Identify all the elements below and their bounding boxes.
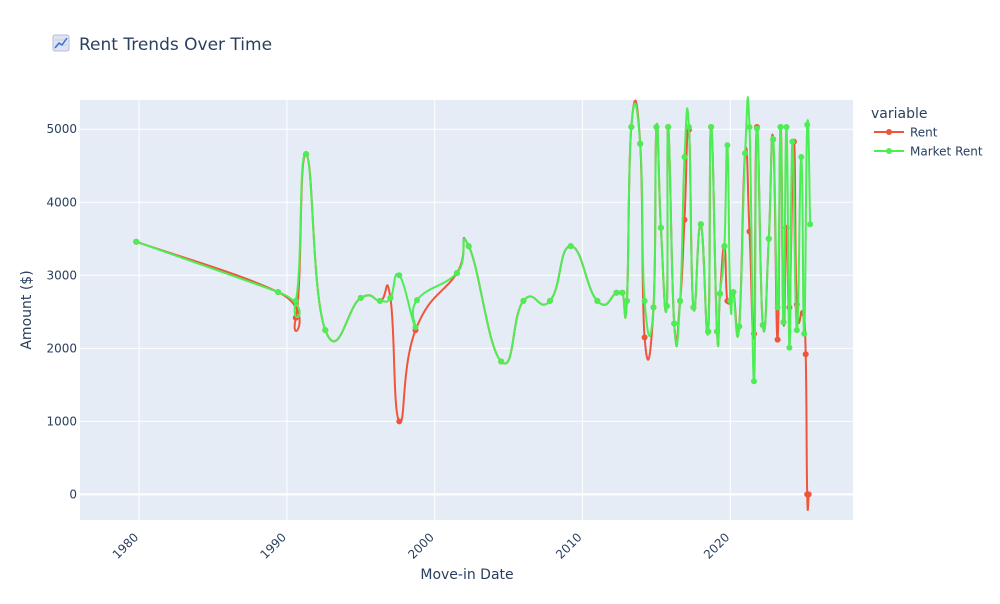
data-point-rent[interactable]: [396, 418, 403, 425]
chart-title: Rent Trends Over Time: [79, 35, 272, 55]
data-point-market-rent[interactable]: [780, 319, 787, 326]
series-market-rent: [133, 96, 814, 385]
data-point-market-rent[interactable]: [650, 304, 657, 311]
data-point-market-rent[interactable]: [727, 297, 734, 304]
data-point-market-rent[interactable]: [765, 235, 772, 242]
data-point-market-rent[interactable]: [746, 124, 753, 130]
chart-title-group: Rent Trends Over Time: [52, 34, 272, 55]
legend: variable Rent Market Rent: [871, 106, 983, 159]
data-point-rent[interactable]: [805, 491, 812, 498]
data-point-market-rent[interactable]: [742, 150, 749, 157]
data-point-market-rent[interactable]: [357, 294, 364, 301]
y-tick-label: 5000: [46, 122, 77, 136]
data-point-market-rent[interactable]: [594, 297, 601, 304]
data-point-market-rent[interactable]: [387, 294, 394, 301]
y-tick-label: 1000: [46, 414, 77, 428]
data-point-market-rent[interactable]: [619, 289, 626, 296]
data-point-market-rent[interactable]: [777, 124, 784, 130]
data-point-market-rent[interactable]: [717, 290, 723, 297]
data-point-market-rent[interactable]: [322, 327, 329, 334]
data-point-market-rent[interactable]: [303, 151, 310, 158]
legend-title: variable: [871, 106, 927, 122]
y-tick-label: 0: [69, 487, 77, 501]
data-point-market-rent[interactable]: [786, 344, 793, 351]
data-point-market-rent[interactable]: [697, 221, 704, 228]
data-point-market-rent[interactable]: [465, 243, 472, 250]
data-point-market-rent[interactable]: [793, 327, 800, 334]
data-point-market-rent[interactable]: [724, 142, 731, 149]
x-tick-label: 1980: [110, 530, 141, 561]
data-point-rent[interactable]: [641, 334, 648, 341]
legend-label-market-rent: Market Rent: [910, 145, 983, 159]
data-point-market-rent[interactable]: [133, 238, 140, 245]
data-point-market-rent[interactable]: [804, 121, 811, 128]
data-point-market-rent[interactable]: [414, 297, 420, 304]
data-point-market-rent[interactable]: [807, 221, 814, 228]
data-point-market-rent[interactable]: [396, 272, 403, 279]
chart-increasing-icon: [52, 34, 70, 52]
data-point-market-rent[interactable]: [653, 124, 660, 130]
series-layer: [133, 96, 814, 512]
data-point-rent[interactable]: [774, 336, 781, 343]
y-tick-label: 2000: [46, 341, 77, 355]
data-point-market-rent[interactable]: [275, 289, 282, 296]
data-point-rent[interactable]: [802, 351, 809, 358]
data-point-market-rent[interactable]: [736, 323, 743, 330]
data-point-market-rent[interactable]: [751, 378, 757, 385]
data-point-market-rent[interactable]: [801, 330, 808, 337]
data-point-market-rent[interactable]: [637, 140, 644, 147]
x-tick-label: 2000: [405, 530, 436, 561]
data-point-market-rent[interactable]: [412, 324, 419, 331]
x-tick-label: 2010: [553, 530, 584, 561]
data-point-market-rent[interactable]: [708, 124, 715, 130]
legend-label-rent: Rent: [910, 126, 938, 140]
data-point-market-rent[interactable]: [657, 224, 664, 231]
data-point-market-rent[interactable]: [730, 289, 737, 296]
data-point-market-rent[interactable]: [671, 320, 678, 327]
data-point-market-rent[interactable]: [292, 297, 299, 304]
x-tick-label: 2020: [701, 530, 732, 561]
x-axis-title: Move-in Date: [420, 567, 513, 583]
data-point-market-rent[interactable]: [613, 289, 620, 296]
data-point-market-rent[interactable]: [623, 297, 630, 304]
data-point-market-rent[interactable]: [453, 270, 460, 277]
data-point-market-rent[interactable]: [705, 328, 712, 335]
data-point-market-rent[interactable]: [641, 297, 648, 304]
data-point-market-rent[interactable]: [520, 297, 527, 304]
data-point-market-rent[interactable]: [753, 125, 760, 132]
data-point-market-rent[interactable]: [783, 124, 790, 130]
data-point-market-rent[interactable]: [714, 328, 720, 335]
data-point-market-rent[interactable]: [677, 297, 684, 304]
y-tick-label: 3000: [46, 268, 77, 282]
legend-item-rent[interactable]: Rent: [874, 126, 938, 140]
data-point-market-rent[interactable]: [774, 304, 781, 311]
data-point-market-rent[interactable]: [681, 154, 688, 160]
data-point-market-rent[interactable]: [770, 136, 777, 143]
grid-layer: [80, 100, 853, 520]
data-point-market-rent[interactable]: [721, 243, 728, 250]
y-axis-title: Amount ($): [19, 270, 35, 349]
data-point-market-rent[interactable]: [685, 124, 692, 130]
data-point-market-rent[interactable]: [663, 303, 670, 309]
data-point-market-rent[interactable]: [690, 304, 697, 311]
y-tick-label: 4000: [46, 195, 77, 209]
data-point-market-rent[interactable]: [665, 124, 672, 130]
data-point-market-rent[interactable]: [789, 138, 796, 145]
x-tick-label: 1990: [258, 530, 289, 561]
data-point-market-rent[interactable]: [377, 297, 383, 304]
data-point-market-rent[interactable]: [628, 124, 635, 130]
data-point-market-rent[interactable]: [759, 322, 766, 328]
legend-item-market-rent[interactable]: Market Rent: [874, 145, 983, 159]
data-point-market-rent[interactable]: [798, 154, 805, 160]
data-point-market-rent[interactable]: [498, 358, 505, 365]
plot-area: [80, 100, 853, 520]
data-point-market-rent[interactable]: [567, 243, 574, 250]
data-point-market-rent[interactable]: [547, 297, 553, 304]
